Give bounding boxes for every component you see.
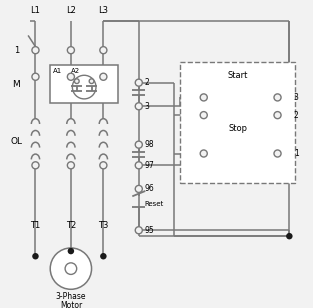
Text: 96: 96 (145, 184, 154, 193)
Circle shape (100, 73, 107, 80)
Text: M: M (13, 80, 20, 89)
Text: 3: 3 (145, 102, 150, 111)
Text: 2: 2 (294, 111, 299, 120)
Circle shape (32, 162, 39, 169)
Circle shape (200, 94, 207, 101)
Circle shape (74, 79, 79, 83)
Circle shape (135, 79, 142, 86)
Text: L3: L3 (98, 6, 108, 15)
Circle shape (67, 73, 74, 80)
Text: L2: L2 (66, 6, 76, 15)
Circle shape (65, 263, 77, 274)
Circle shape (32, 47, 39, 54)
Text: 3: 3 (294, 93, 299, 102)
Text: 3-Phase: 3-Phase (56, 292, 86, 301)
Circle shape (286, 233, 293, 239)
Circle shape (32, 73, 39, 80)
Text: T2: T2 (66, 221, 76, 230)
Circle shape (89, 79, 94, 83)
Text: 98: 98 (145, 140, 154, 149)
Text: L1: L1 (31, 6, 40, 15)
Text: A1: A1 (53, 68, 62, 74)
Circle shape (67, 162, 74, 169)
Text: 95: 95 (145, 226, 154, 235)
Circle shape (274, 111, 281, 119)
Text: 1: 1 (294, 149, 299, 158)
Text: OL: OL (10, 137, 22, 146)
Circle shape (135, 162, 142, 169)
Circle shape (200, 111, 207, 119)
Circle shape (68, 248, 74, 254)
Circle shape (135, 141, 142, 148)
Text: A2: A2 (71, 68, 80, 74)
Circle shape (135, 227, 142, 234)
Circle shape (100, 162, 107, 169)
Text: Stop: Stop (228, 124, 247, 133)
Circle shape (274, 150, 281, 157)
Circle shape (100, 253, 107, 259)
Circle shape (50, 248, 92, 289)
Text: 97: 97 (145, 161, 154, 170)
Text: Start: Start (228, 71, 248, 80)
Circle shape (274, 94, 281, 101)
Circle shape (32, 253, 39, 259)
Text: 2: 2 (145, 78, 149, 87)
Bar (180, 62, 295, 183)
Circle shape (135, 103, 142, 110)
Text: 1: 1 (14, 46, 19, 55)
Circle shape (135, 185, 142, 192)
Text: Reset: Reset (145, 201, 164, 207)
Text: Motor: Motor (60, 301, 82, 308)
Circle shape (200, 150, 207, 157)
Circle shape (100, 47, 107, 54)
Circle shape (67, 47, 74, 54)
Text: T3: T3 (98, 221, 109, 230)
Bar (50, 65, 118, 103)
Text: T1: T1 (30, 221, 41, 230)
